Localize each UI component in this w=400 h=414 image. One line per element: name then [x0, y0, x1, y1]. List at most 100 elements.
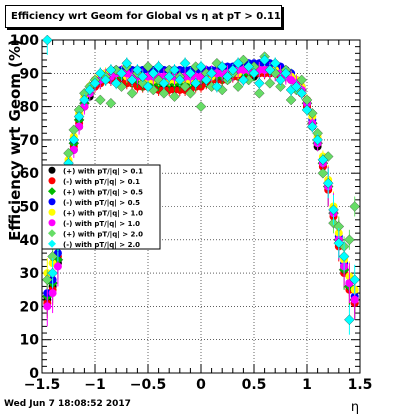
data-point: [238, 54, 249, 66]
data-point: [211, 81, 223, 92]
data-point: [137, 71, 148, 82]
data-point: [328, 204, 339, 216]
data-point: [126, 74, 138, 86]
data-point: [280, 68, 292, 79]
legend-label: (-) with pT/|q| > 0.5: [63, 199, 140, 208]
data-point: [185, 88, 196, 99]
data-point: [116, 68, 127, 79]
data-point: [105, 64, 117, 76]
data-point: [232, 81, 244, 92]
data-point: [317, 154, 329, 166]
data-point: [206, 68, 217, 79]
footer-timestamp: Wed Jun 7 18:08:52 2017: [4, 399, 131, 409]
data-point: [185, 68, 196, 79]
data-point: [195, 101, 207, 112]
data-point: [105, 98, 117, 109]
legend-marker: [48, 219, 56, 227]
y-tick-label: 50: [20, 200, 40, 216]
axes: −1.5 −1 −0.5 0 0.5 1 1.5 0 10 20 30 40 50 60 70 80 90 100: [10, 33, 373, 393]
legend-marker: [48, 177, 56, 185]
data-point: [296, 74, 307, 86]
data-point: [179, 58, 191, 69]
data-point: [259, 54, 270, 66]
legend-label: (-) with pT/|q| > 2.0: [63, 241, 140, 250]
data-point: [269, 58, 281, 69]
data-point: [158, 88, 170, 99]
data-point: [110, 78, 122, 89]
data-point: [195, 61, 207, 72]
data-point: [153, 61, 164, 72]
y-tick-label: 0: [29, 366, 39, 382]
legend-marker: [48, 239, 56, 248]
data-point: [248, 68, 260, 79]
x-axis-label: η: [351, 400, 359, 414]
data-point: [312, 134, 323, 146]
data-point: [344, 314, 355, 325]
data-point: [333, 237, 345, 249]
legend-marker: [48, 208, 56, 216]
legend-marker: [48, 166, 56, 174]
x-tick-label: 1.5: [348, 377, 373, 393]
data-point: [126, 88, 138, 99]
legend-label: (+) with pT/|q| > 0.5: [63, 188, 143, 197]
data-point: [95, 94, 106, 106]
data-point: [291, 81, 302, 92]
x-tick-label: −0.5: [130, 377, 167, 393]
y-tick-label: 40: [20, 233, 40, 249]
data-point: [89, 78, 101, 89]
data-point: [42, 34, 53, 46]
legend-label: (+) with pT/|q| > 1.0: [63, 209, 143, 218]
data-point: [285, 94, 297, 106]
legend: (+) with pT/|q| > 0.1 (-) with pT/|q| > 0…: [41, 164, 161, 250]
legend-label: (-) with pT/|q| > 1.0: [63, 220, 140, 229]
legend-label: (-) with pT/|q| > 0.1: [63, 178, 140, 187]
data-point: [307, 121, 318, 132]
data-point: [227, 64, 239, 76]
data-point: [43, 302, 52, 311]
data-point: [84, 84, 95, 96]
data-point: [254, 88, 265, 99]
data-point: [79, 94, 90, 106]
data-point: [338, 251, 350, 262]
data-point: [350, 295, 359, 304]
data-point: [73, 111, 85, 122]
y-tick-label: 70: [20, 133, 40, 149]
data-point: [301, 104, 313, 116]
chart-title-box: Efficiency wrt Geom for Global vs η at p…: [5, 5, 282, 28]
data-point: [47, 267, 58, 279]
y-axis-label: Efficiency wrt Geom (%): [6, 39, 24, 241]
data-point: [322, 177, 334, 189]
y-tick-label: 30: [20, 266, 40, 282]
x-tick-label: 0: [196, 377, 206, 393]
x-tick-label: 0.5: [242, 377, 267, 393]
data-point: [317, 167, 329, 179]
data-point: [296, 88, 307, 99]
legend-label: (+) with pT/|q| > 0.1: [63, 167, 143, 176]
data-point: [264, 78, 276, 89]
data-point: [243, 61, 254, 72]
legend-box: [41, 164, 161, 250]
legend-label: (+) with pT/|q| > 2.0: [63, 230, 143, 239]
data-point: [68, 134, 80, 146]
x-tick-label: −1.5: [24, 377, 61, 393]
data-point: [201, 74, 212, 86]
data-point: [222, 71, 233, 82]
y-tick-label: 90: [20, 66, 40, 82]
data-point: [232, 58, 244, 69]
y-tick-label: 100: [10, 33, 39, 49]
data-point: [238, 74, 249, 86]
data-point: [148, 68, 159, 79]
data-point: [190, 78, 201, 89]
data-point: [169, 64, 180, 76]
y-tick-label: 10: [20, 333, 40, 349]
data-point: [142, 61, 154, 72]
data-point: [344, 234, 355, 246]
data-point: [95, 68, 106, 79]
data-point: [142, 81, 154, 92]
data-point: [216, 61, 228, 72]
data-point: [132, 64, 143, 76]
data-point: [158, 78, 170, 89]
y-tick-label: 80: [20, 100, 40, 116]
chart-title: Efficiency wrt Geom for Global vs η at p…: [11, 11, 281, 22]
data-point: [349, 274, 360, 285]
